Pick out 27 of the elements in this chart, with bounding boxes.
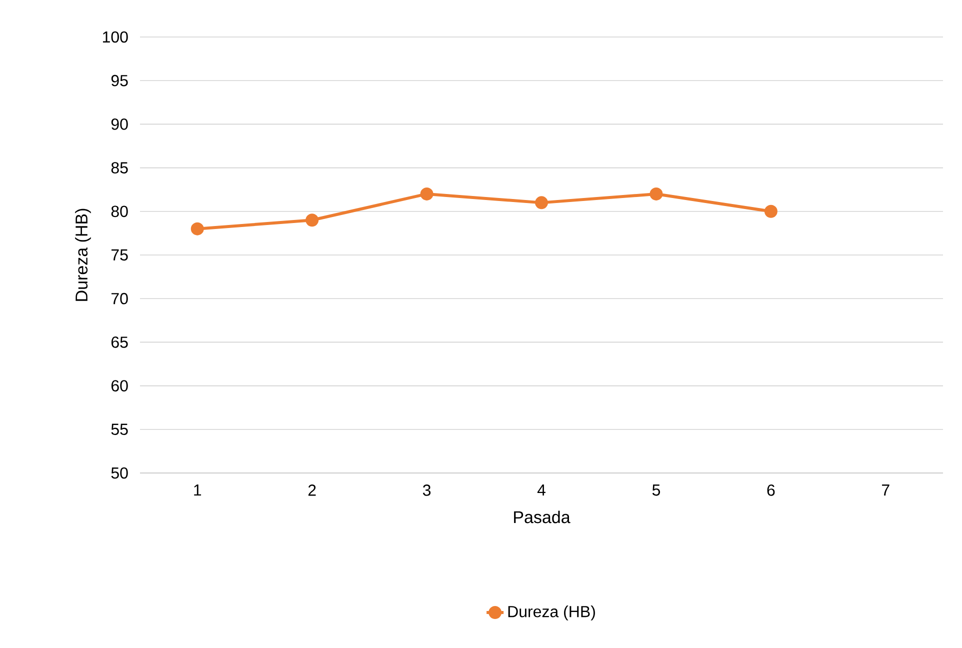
y-tick-label: 95: [111, 74, 128, 86]
y-tick-label: 100: [102, 31, 128, 43]
x-axis-title: Pasada: [514, 510, 570, 524]
y-tick-label: 70: [112, 292, 128, 304]
x-tick-label: 1: [194, 484, 202, 496]
y-tick-label: 80: [111, 206, 128, 218]
y-tick-label: 60: [111, 380, 128, 392]
point: [764, 204, 778, 218]
y-tick-label: 50: [111, 467, 128, 479]
point: [420, 187, 434, 200]
y-tick-label: 65: [111, 336, 128, 348]
point: [650, 187, 663, 200]
y-tick-label: 85: [111, 162, 128, 174]
x-tick-label: 7: [882, 484, 890, 496]
y-tick-label: 75: [112, 249, 128, 261]
x-tick-label: 4: [537, 484, 546, 496]
legend-label: Dureza (HB): [508, 606, 595, 620]
x-tick-label: 5: [652, 484, 660, 496]
x-tick-label: 2: [308, 484, 316, 496]
point: [306, 214, 319, 227]
x-tick-label: 3: [422, 484, 431, 496]
point: [190, 222, 204, 236]
y-tick-label: 55: [111, 424, 128, 435]
y-tick-label: 90: [111, 118, 128, 130]
point: [535, 196, 548, 210]
x-tick-label: 6: [767, 484, 775, 496]
y-axis-title: Dureza (HB): [75, 208, 91, 301]
